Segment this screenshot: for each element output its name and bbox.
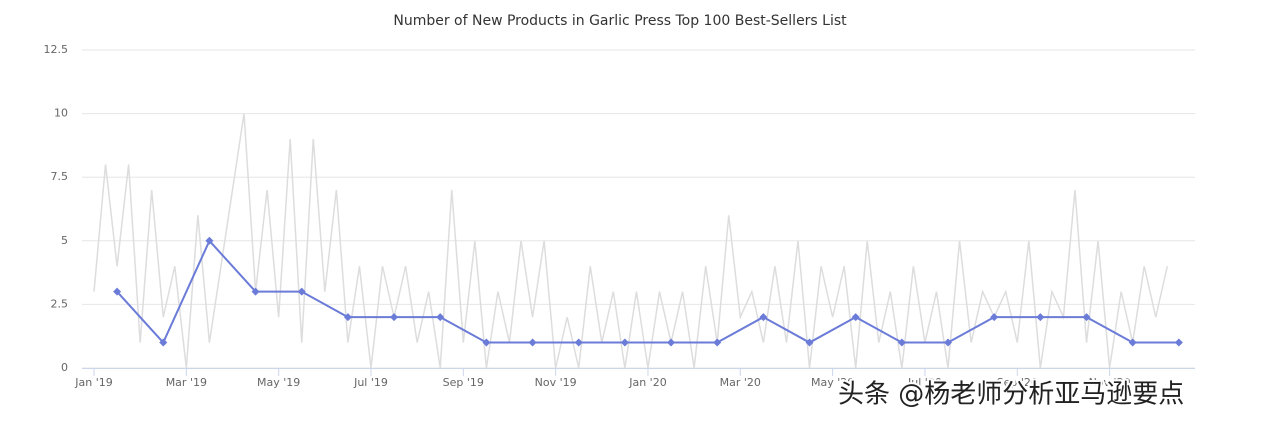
point-marker (159, 338, 168, 347)
point-marker (390, 313, 399, 322)
point-marker (297, 287, 306, 296)
series-line (116, 239, 1179, 345)
point-marker (1036, 313, 1045, 322)
point-marker (574, 338, 583, 347)
point-marker (805, 338, 814, 347)
point-marker (1082, 313, 1091, 322)
watermark: 头条 @杨老师分析亚马逊要点 (838, 380, 1184, 410)
x-tick-label: Jul '19 (353, 376, 388, 389)
point-marker (944, 338, 953, 347)
y-tick-label: 0 (61, 361, 68, 374)
x-tick-label: Jan '20 (628, 376, 666, 389)
x-tick-label: Jan '19 (74, 376, 112, 389)
point-marker (759, 313, 768, 322)
point-marker (482, 338, 491, 347)
x-tick-label: Nov '20 (1089, 376, 1131, 389)
y-tick-label: 7.5 (51, 170, 69, 183)
x-tick-label: Nov '19 (535, 376, 577, 389)
point-marker (851, 313, 860, 322)
point-marker (113, 287, 122, 296)
point-marker (528, 338, 537, 347)
point-marker (1174, 338, 1183, 347)
point-marker (251, 287, 260, 296)
x-tick-label: Mar '19 (166, 376, 207, 389)
point-marker (343, 313, 352, 322)
series-line (93, 113, 1169, 369)
x-tick-label: Jul '20 (907, 376, 942, 389)
point-marker (1128, 338, 1137, 347)
x-tick-label: Mar '20 (720, 376, 761, 389)
x-tick-label: May '20 (811, 376, 854, 389)
x-tick-label: Sep '20 (997, 376, 1038, 389)
y-tick-label: 5 (61, 234, 68, 247)
point-marker (990, 313, 999, 322)
point-marker (897, 338, 906, 347)
chart-title: Number of New Products in Garlic Press T… (393, 13, 847, 29)
point-marker (205, 236, 214, 245)
y-tick-label: 10 (54, 107, 68, 120)
x-tick-label: May '19 (257, 376, 300, 389)
y-tick-label: 2.5 (51, 297, 69, 310)
x-tick-label: Sep '19 (443, 376, 484, 389)
point-marker (436, 313, 445, 322)
point-marker (620, 338, 629, 347)
point-marker (667, 338, 676, 347)
point-marker (713, 338, 722, 347)
y-tick-label: 12.5 (44, 43, 69, 56)
